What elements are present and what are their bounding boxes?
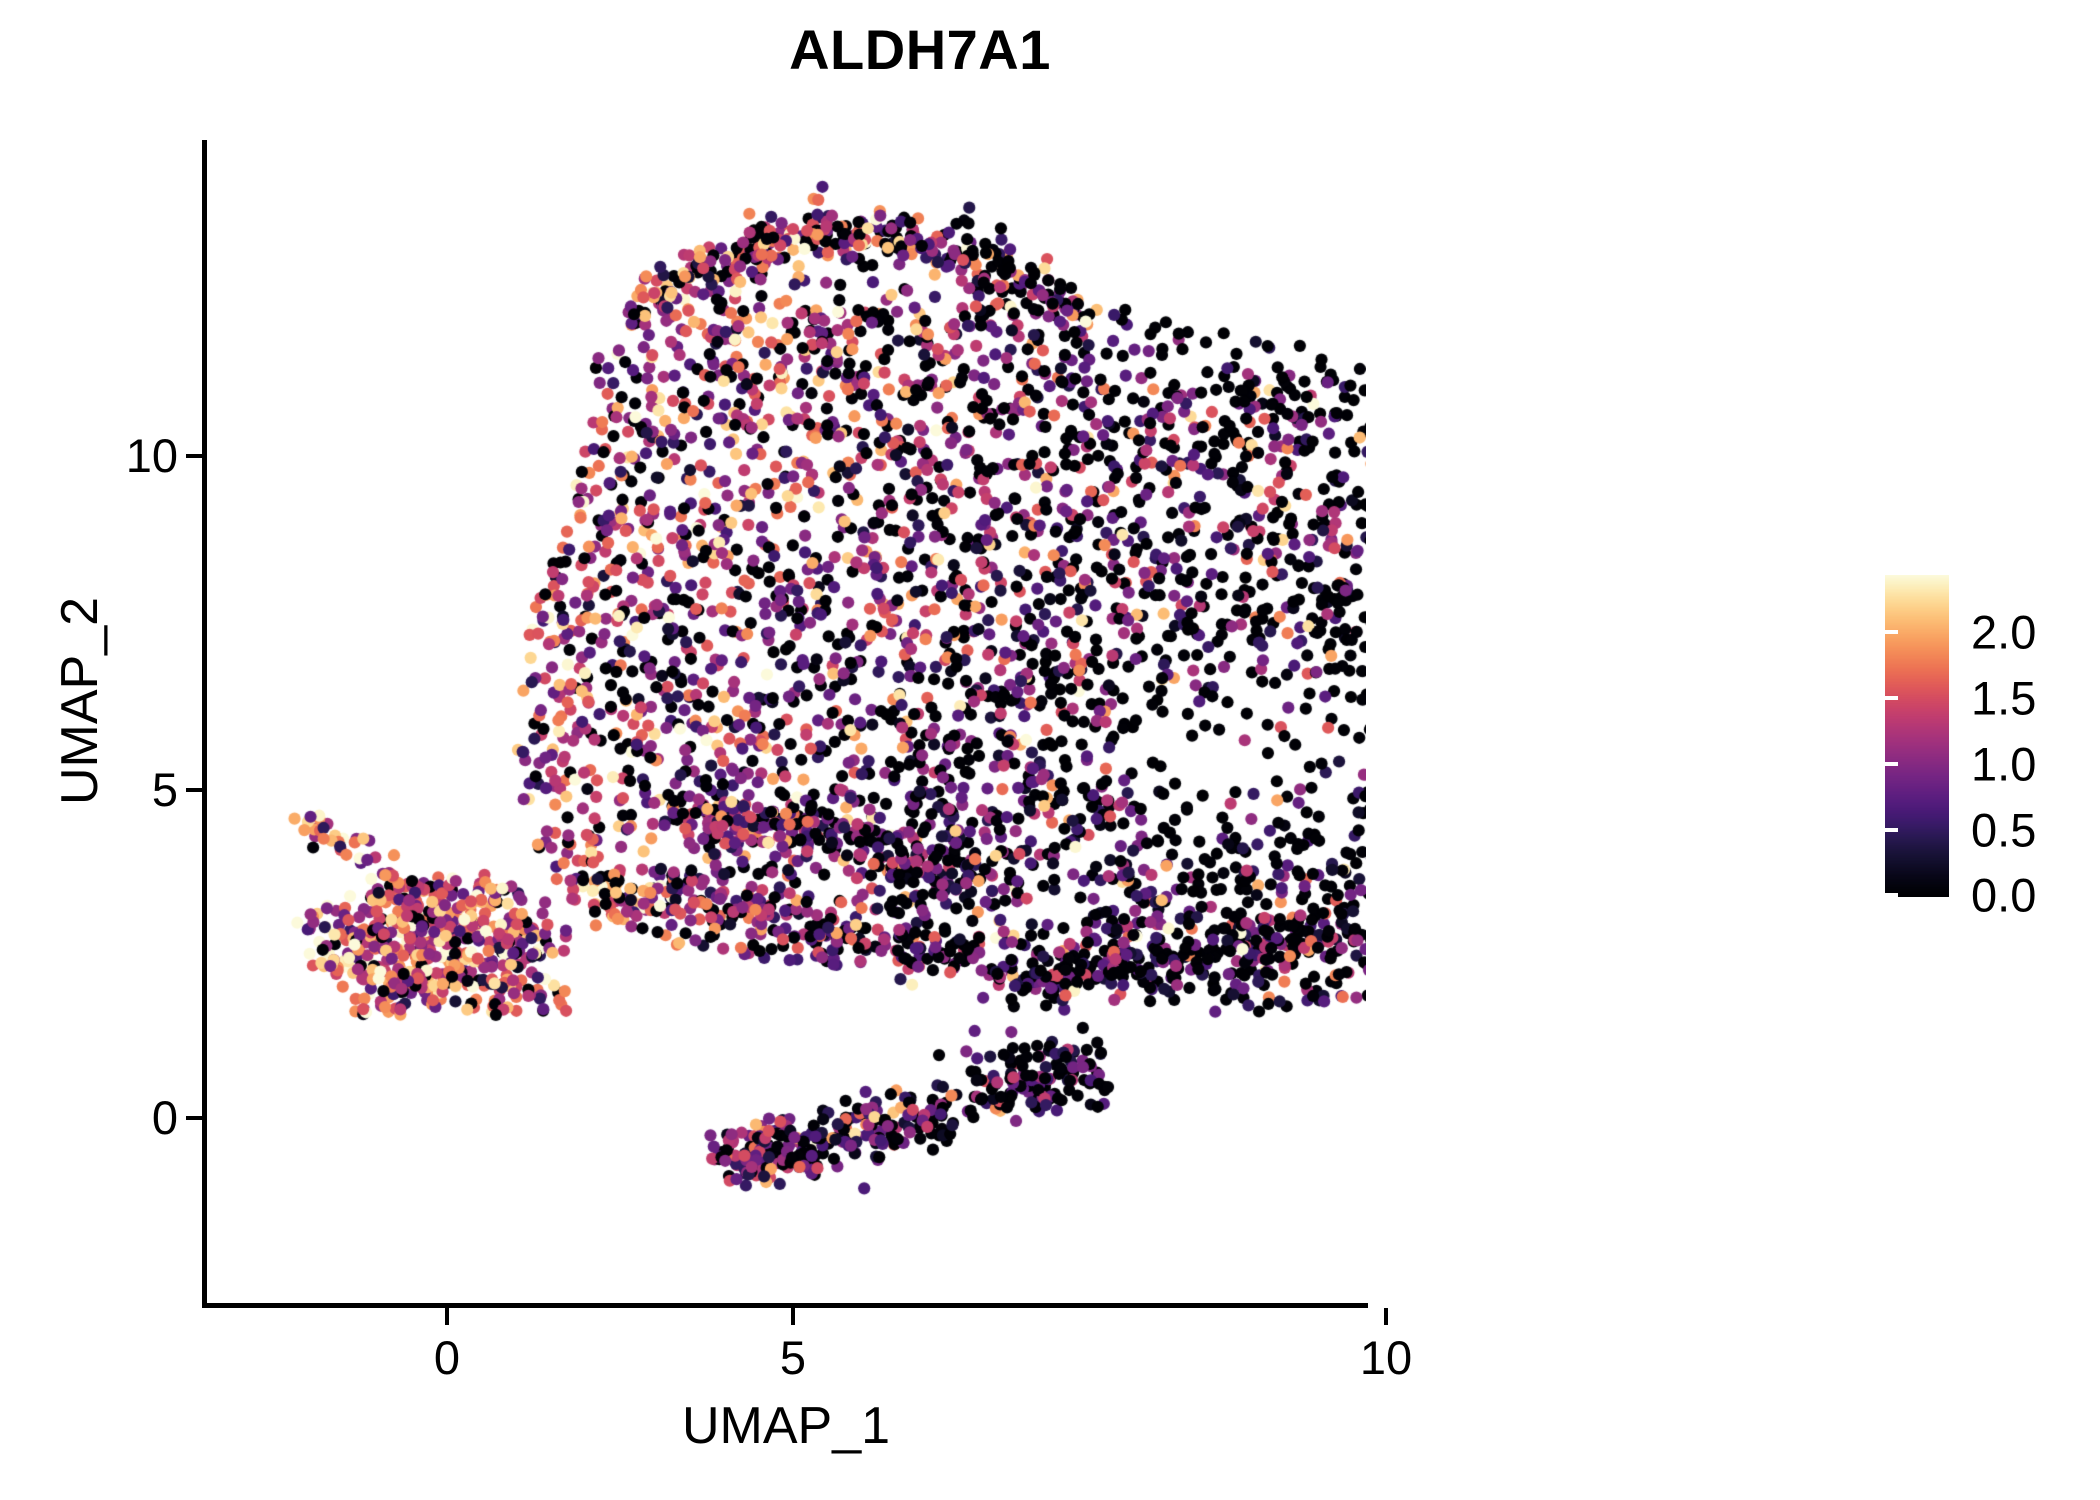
x-tick-mark-5	[791, 1308, 795, 1325]
x-tick-label-5: 5	[779, 1331, 807, 1384]
x-axis-line	[202, 1303, 1368, 1308]
legend-tick-0-5-left	[1885, 828, 1898, 832]
legend-tick-1-5-left	[1885, 696, 1898, 700]
legend-label-1-0: 1.0	[1971, 737, 2037, 791]
page-title: ALDH7A1	[789, 18, 1051, 81]
legend-tick-1-0-left	[1885, 762, 1898, 766]
x-tick-label-0: 0	[433, 1331, 461, 1384]
x-tick-label-10: 10	[1359, 1331, 1413, 1384]
scatter-plot-panel	[206, 140, 1366, 1306]
legend-label-0-5: 0.5	[1971, 803, 2037, 857]
y-tick-mark-5	[186, 788, 203, 792]
y-axis-title: UMAP_2	[51, 596, 109, 806]
scatter-points-canvas	[206, 140, 1366, 1306]
legend-label-2-0: 2.0	[1971, 605, 2037, 659]
y-tick-mark-0	[186, 1116, 203, 1120]
legend-tick-2-0-right	[1872, 630, 1885, 634]
x-tick-mark-10	[1384, 1308, 1388, 1325]
legend-tick-0-0-left	[1885, 893, 1898, 897]
legend-tick-0-5-right	[1872, 828, 1885, 832]
y-axis-line	[202, 140, 207, 1308]
legend-label-0-0: 0.0	[1971, 868, 2037, 922]
legend-tick-1-5-right	[1872, 696, 1885, 700]
y-tick-mark-10	[186, 454, 203, 458]
legend-tick-0-0-right	[1872, 893, 1885, 897]
legend-tick-2-0-left	[1885, 630, 1898, 634]
x-tick-mark-0	[445, 1308, 449, 1325]
y-tick-label-5: 5	[151, 763, 178, 816]
legend-label-1-5: 1.5	[1971, 671, 2037, 725]
legend-tick-1-0-right	[1872, 762, 1885, 766]
y-tick-label-0: 0	[151, 1091, 178, 1144]
y-tick-label-10: 10	[125, 429, 178, 482]
legend-colorbar	[1885, 575, 1949, 897]
x-axis-title: UMAP_1	[681, 1397, 891, 1455]
